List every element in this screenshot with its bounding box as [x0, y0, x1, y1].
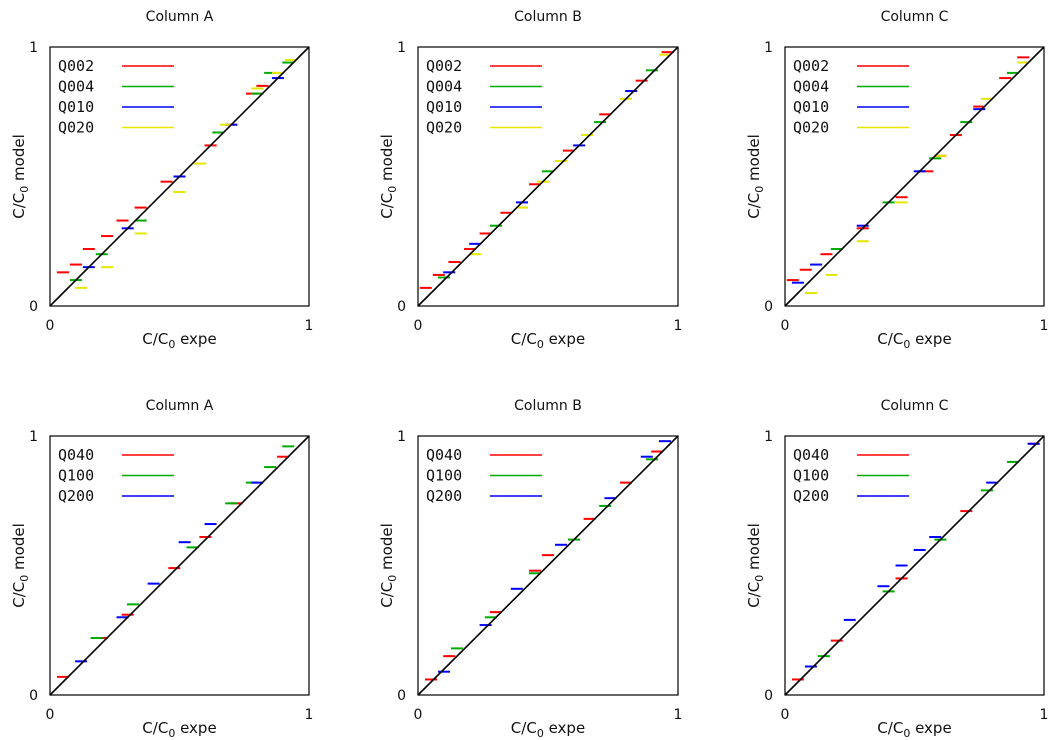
series-Q004 — [438, 69, 658, 279]
plot-frame — [784, 46, 1045, 307]
plot-frame — [49, 46, 310, 307]
legend-label: Q004 — [426, 78, 462, 96]
legend-label: Q200 — [793, 487, 829, 505]
legend: Q002 Q004 Q010 Q020 — [58, 57, 174, 137]
series-Q200 — [804, 442, 1040, 668]
y-axis-label: C/C0 model — [378, 134, 399, 219]
legend-label: Q010 — [793, 98, 829, 116]
x-axis-label: C/C0 expe — [511, 719, 585, 740]
series-Q002 — [786, 56, 1030, 282]
legend-label: Q004 — [793, 78, 829, 96]
legend-label: Q040 — [58, 446, 94, 464]
series-Q100 — [90, 445, 295, 640]
series-Q200 — [75, 481, 264, 663]
y-tick-label: 0 — [764, 299, 773, 315]
x-axis-label: C/C0 expe — [877, 719, 951, 740]
y-axis-label: C/C0 model — [745, 523, 766, 608]
y-tick-label: 1 — [764, 429, 773, 445]
x-tick-label: 0 — [46, 707, 55, 723]
x-tick-label: 1 — [1040, 318, 1049, 334]
y-axis-label: C/C0 model — [10, 134, 31, 219]
plot-title: Column B — [514, 398, 582, 414]
reference-line — [784, 46, 1045, 307]
plot-title: Column C — [881, 9, 949, 25]
x-tick-label: 1 — [305, 707, 314, 723]
y-axis-label: C/C0 model — [378, 523, 399, 608]
y-tick-label: 0 — [397, 688, 406, 704]
y-tick-label: 1 — [764, 40, 773, 56]
y-tick-label: 0 — [764, 688, 773, 704]
x-tick-label: 0 — [781, 707, 790, 723]
legend-label: Q010 — [58, 98, 94, 116]
reference-line — [49, 435, 310, 696]
legend: Q002 Q004 Q010 Q020 — [426, 57, 542, 137]
legend: Q040 Q100 Q200 — [426, 446, 542, 505]
x-tick-label: 0 — [46, 318, 55, 334]
y-tick-label: 1 — [397, 429, 406, 445]
y-axis-label: C/C0 model — [745, 134, 766, 219]
series-Q002 — [419, 51, 674, 289]
legend-label: Q040 — [793, 446, 829, 464]
reference-line — [784, 435, 1045, 696]
legend-label: Q100 — [426, 467, 462, 485]
plot-title: Column A — [146, 398, 214, 414]
y-axis-label: C/C0 model — [10, 523, 31, 608]
x-tick-label: 1 — [1040, 707, 1049, 723]
legend-label: Q002 — [793, 57, 829, 75]
plot-frame — [417, 435, 679, 696]
plot-title: Column C — [881, 398, 949, 414]
series-Q040 — [425, 450, 664, 681]
y-tick-label: 1 — [397, 40, 406, 56]
legend: Q040 Q100 Q200 — [793, 446, 909, 505]
legend-label: Q004 — [58, 78, 94, 96]
x-tick-label: 1 — [674, 318, 683, 334]
x-axis-label: C/C0 expe — [511, 330, 585, 351]
legend-label: Q002 — [426, 57, 462, 75]
legend-label: Q020 — [58, 119, 94, 137]
y-tick-label: 0 — [29, 299, 38, 315]
legend-label: Q200 — [426, 487, 462, 505]
legend-label: Q002 — [58, 57, 94, 75]
reference-line — [49, 46, 310, 307]
legend-label: Q020 — [793, 119, 829, 137]
legend-label: Q100 — [793, 467, 829, 485]
x-tick-label: 1 — [674, 707, 683, 723]
plot-title: Column B — [514, 9, 582, 25]
series-Q020 — [75, 58, 297, 289]
x-tick-label: 0 — [414, 707, 423, 723]
x-tick-label: 1 — [305, 318, 314, 334]
legend: Q002 Q004 Q010 Q020 — [793, 57, 909, 137]
plot-frame — [784, 435, 1045, 696]
plot-frame — [49, 435, 310, 696]
y-tick-label: 1 — [29, 429, 38, 445]
x-axis-label: C/C0 expe — [142, 719, 216, 740]
legend: Q040 Q100 Q200 — [58, 446, 174, 505]
x-tick-label: 0 — [781, 318, 790, 334]
y-tick-label: 0 — [29, 688, 38, 704]
legend-label: Q040 — [426, 446, 462, 464]
reference-line — [417, 435, 679, 696]
series-Q020 — [804, 61, 1030, 295]
reference-line — [417, 46, 679, 307]
legend-label: Q020 — [426, 119, 462, 137]
legend-label: Q200 — [58, 487, 94, 505]
x-axis-label: C/C0 expe — [142, 330, 216, 351]
x-tick-label: 0 — [414, 318, 423, 334]
plot-title: Column A — [146, 9, 214, 25]
plot-frame — [417, 46, 679, 307]
series-Q200 — [438, 440, 671, 673]
x-axis-label: C/C0 expe — [877, 330, 951, 351]
y-tick-label: 1 — [29, 40, 38, 56]
legend-label: Q010 — [426, 98, 462, 116]
y-tick-label: 0 — [397, 299, 406, 315]
legend-label: Q100 — [58, 467, 94, 485]
